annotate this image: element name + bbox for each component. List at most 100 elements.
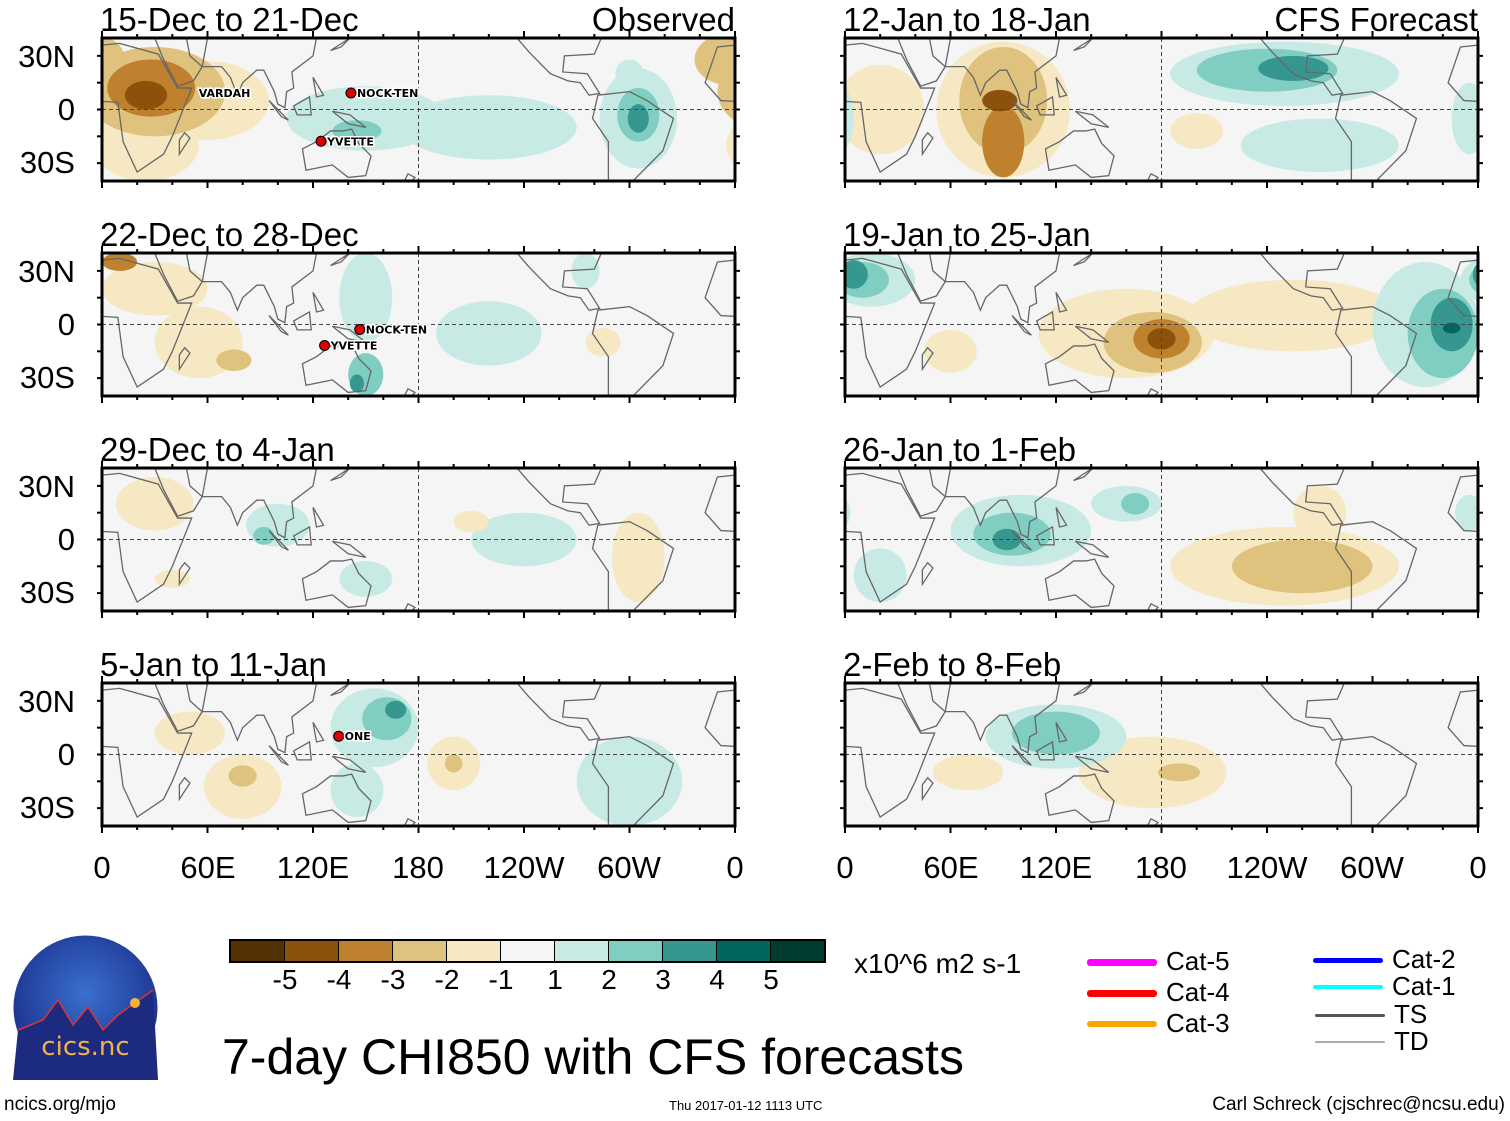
- colorbar-swatch: [501, 941, 555, 961]
- coastline: [301, 128, 372, 179]
- coastline: [102, 257, 193, 389]
- colorbar-tick-label: 1: [547, 964, 563, 995]
- colorbar-swatch: [339, 941, 393, 961]
- anomaly-contour: [116, 476, 194, 531]
- coastline: [1259, 468, 1346, 526]
- anomaly-contour: [385, 700, 407, 719]
- anomaly-contour: [717, 62, 735, 122]
- units-label: x10^6 m2 s-1: [854, 948, 1022, 979]
- anomaly-contour: [102, 253, 138, 271]
- coastline: [268, 530, 289, 551]
- coastline: [201, 468, 318, 539]
- lon-tick-label: 180: [392, 850, 444, 885]
- coastline: [1011, 745, 1032, 766]
- anomaly-contour: [810, 323, 828, 334]
- anomaly-contour: [735, 253, 770, 271]
- coastline: [1055, 291, 1068, 313]
- coastline: [178, 131, 191, 157]
- coastline: [268, 745, 289, 766]
- storm-icon: [354, 323, 366, 335]
- cics-logo: cics.nc: [13, 935, 158, 1080]
- colorbar-tick-label: -5: [272, 964, 298, 995]
- colorbar-swatch: [609, 941, 663, 961]
- lon-tick-label: 120E: [1019, 850, 1093, 885]
- anomaly-contour: [735, 262, 841, 316]
- legend-label: Cat-1: [1392, 971, 1456, 1001]
- coastline: [1146, 817, 1160, 826]
- anomaly-contour: [444, 754, 463, 773]
- colorbar-tick-label: 5: [763, 964, 779, 995]
- coastline: [1035, 310, 1055, 331]
- anomaly-contour: [726, 125, 735, 165]
- coastline: [292, 740, 312, 761]
- credit: Carl Schreck (cjschrec@ncsu.edu): [1212, 1094, 1505, 1115]
- anomaly-contour: [400, 95, 577, 160]
- anomaly-contour: [1012, 711, 1100, 755]
- anomaly-contour: [436, 301, 542, 366]
- coastline: [1073, 683, 1094, 697]
- lon-tick-label: 0: [1469, 850, 1487, 885]
- coastline: [944, 253, 1061, 324]
- coastline: [1259, 38, 1346, 96]
- colorbar-tick-label: -4: [326, 964, 352, 995]
- map-panel: NOCK-TEN YVETTE: [97, 246, 740, 403]
- coastline: [1011, 530, 1032, 551]
- lat-tick-label: 0: [57, 307, 75, 342]
- lat-tick-label: 0: [57, 522, 75, 557]
- storm-label: VARDAH: [199, 87, 251, 100]
- anomaly-contour: [1121, 493, 1150, 515]
- lat-tick-label: 30N: [18, 254, 75, 289]
- url-link[interactable]: ncics.org/mjo: [4, 1094, 116, 1115]
- lon-tick-label: 0: [93, 850, 111, 885]
- legend-line-swatch: [1087, 1021, 1157, 1027]
- coastline: [292, 525, 312, 546]
- coastline: [1044, 128, 1115, 179]
- storm-label: NOCK-TEN: [366, 323, 427, 336]
- anomaly-contour: [253, 526, 275, 545]
- anomaly-contour: [775, 289, 845, 378]
- anomaly-contour: [1170, 113, 1224, 149]
- observed-label: Observed: [591, 1, 735, 38]
- lon-tick-label: 0: [836, 850, 854, 885]
- coastline: [1011, 315, 1032, 336]
- anomaly-contour: [1442, 322, 1461, 334]
- coastline: [944, 38, 1061, 109]
- legend-line-swatch: [1315, 1013, 1385, 1017]
- anomaly-contour: [228, 765, 257, 787]
- coastline: [897, 683, 947, 733]
- coastline: [1035, 740, 1055, 761]
- coastline: [178, 776, 191, 802]
- coastline: [1334, 520, 1418, 611]
- storm-label: YVETTE: [330, 340, 378, 353]
- storm-label: ONE: [345, 730, 371, 743]
- legend-line-swatch: [1313, 957, 1383, 963]
- anomaly-contour: [332, 120, 382, 142]
- map-panel: ONE: [97, 676, 740, 833]
- coastline: [921, 131, 934, 157]
- lon-tick-label: 60E: [180, 850, 236, 885]
- colorbar-tick-label: 2: [601, 964, 617, 995]
- coastline: [1074, 110, 1110, 129]
- map-panel: [840, 676, 1483, 833]
- coastline: [330, 253, 351, 267]
- colorbar-swatch: [717, 941, 771, 961]
- colorbar-tick-label: 4: [709, 964, 725, 995]
- coastline: [178, 561, 191, 587]
- coastline: [1035, 95, 1055, 116]
- anomaly-contour: [1187, 279, 1399, 352]
- coastline: [330, 38, 351, 52]
- coastline: [1334, 305, 1418, 396]
- anomaly-contour: [611, 512, 665, 603]
- coastline: [102, 42, 193, 174]
- anomaly-contour: [740, 59, 828, 116]
- colorbar: [229, 939, 826, 963]
- svg-text:cics.nc: cics.nc: [41, 1032, 129, 1062]
- coastline: [268, 100, 289, 121]
- colorbar-tick-label: 3: [655, 964, 671, 995]
- coastline: [591, 520, 675, 611]
- coastline: [301, 773, 372, 824]
- coastline: [1055, 76, 1068, 98]
- anomaly-contour: [749, 477, 826, 531]
- coastline: [1334, 90, 1418, 181]
- coastline: [154, 38, 204, 88]
